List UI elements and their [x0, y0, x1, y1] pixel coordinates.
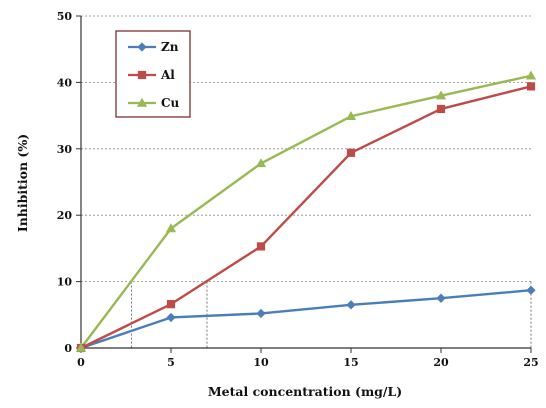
legend-marker-al	[137, 70, 147, 80]
y-tick-label: 50	[57, 10, 73, 23]
data-point-zn	[166, 312, 176, 323]
x-tick-label: 0	[77, 356, 85, 369]
x-tick-label: 5	[167, 356, 175, 369]
x-tick-label: 15	[343, 356, 358, 369]
data-point-zn	[436, 293, 446, 303]
x-axis-title: Metal concentration (mg/L)	[208, 384, 402, 399]
data-point-cu	[165, 223, 177, 233]
legend: Zn Al Cu	[115, 30, 191, 118]
labels-layer: Metal concentration (mg/L) Inhibition (%…	[15, 10, 539, 399]
grid-layer	[81, 15, 531, 283]
data-point-zn	[256, 308, 266, 319]
y-tick-label: 40	[57, 76, 73, 89]
x-tick-label: 20	[433, 356, 449, 369]
x-tick-label: 10	[253, 356, 269, 369]
data-point-al	[526, 82, 536, 91]
series-layer	[75, 70, 537, 353]
data-point-cu	[525, 70, 537, 80]
data-point-cu	[435, 90, 447, 100]
data-point-cu	[255, 158, 267, 168]
legend-label-al: Al	[160, 68, 175, 82]
data-point-zn	[526, 285, 536, 295]
y-tick-label: 0	[64, 342, 72, 355]
y-tick-label: 10	[57, 276, 73, 289]
series-line-cu	[80, 74, 532, 349]
x-tick-label: 25	[523, 356, 538, 369]
data-point-cu	[75, 342, 87, 352]
legend-marker-cu	[136, 97, 148, 107]
axes-layer	[76, 15, 532, 353]
data-point-al	[256, 242, 266, 251]
legend-marker-zn	[137, 42, 147, 52]
data-point-zn	[346, 300, 356, 310]
data-point-al	[166, 300, 176, 309]
y-tick-label: 20	[57, 209, 73, 222]
legend-label-cu: Cu	[161, 96, 180, 110]
data-point-al	[346, 148, 356, 157]
y-axis-title: Inhibition (%)	[15, 134, 30, 232]
legend-label-zn: Zn	[161, 40, 179, 54]
series-line-al	[80, 85, 532, 350]
series-line-zn	[80, 289, 532, 350]
data-point-cu	[345, 111, 357, 121]
y-tick-label: 30	[57, 143, 73, 156]
data-point-al	[436, 104, 446, 114]
